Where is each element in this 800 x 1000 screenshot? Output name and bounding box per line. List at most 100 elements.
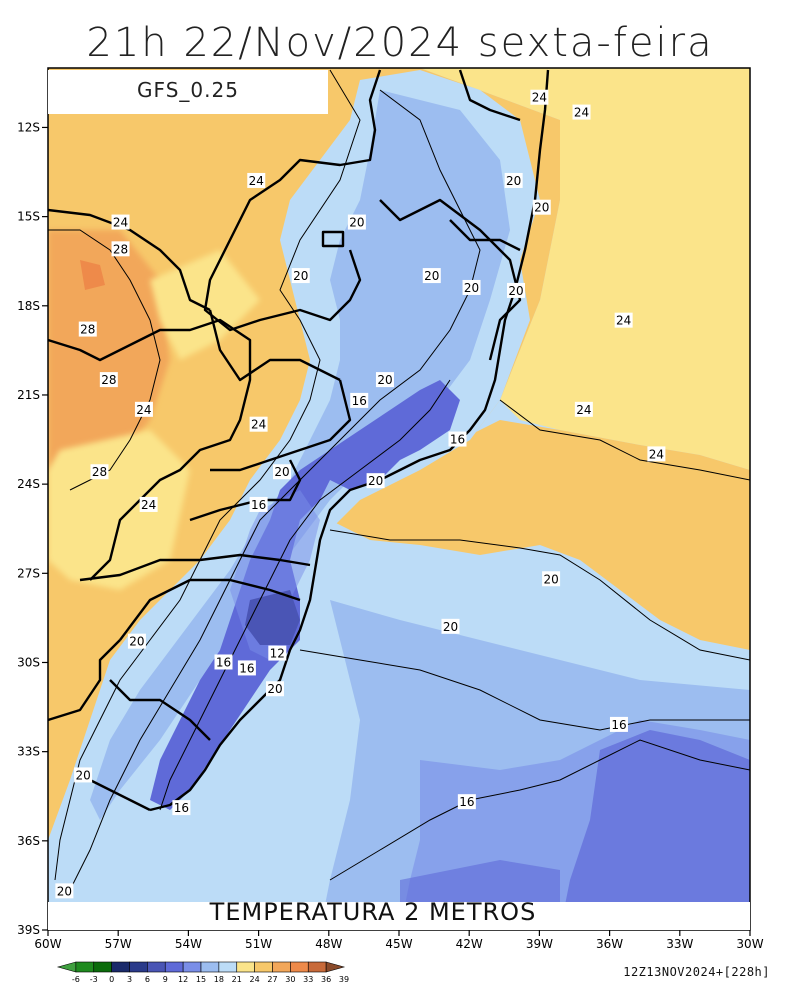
contour-label-bg [457, 794, 476, 810]
run-info-label: 12Z13NOV2024+[228h] [623, 965, 770, 979]
colorbar-swatch [147, 961, 166, 973]
colorbar-swatch [218, 961, 238, 973]
contour-label-bg [448, 431, 467, 447]
contour-label-bg [172, 800, 191, 816]
state-border-sp [210, 379, 352, 472]
contour-label-bg [647, 446, 666, 462]
contour-label-bg [347, 214, 366, 230]
ocean-isotherm-24 [499, 399, 750, 481]
colorbar-label: 24 [250, 975, 260, 984]
lon-tick-label: 51W [245, 937, 272, 951]
contour-label-bg [614, 312, 633, 328]
ocean-isotherm-20-south [299, 649, 750, 731]
contour-label-bg [249, 496, 268, 512]
political-borders [48, 69, 550, 812]
colorbar-label: -6 [72, 975, 80, 984]
colorbar-label: -3 [90, 975, 98, 984]
lon-tick-label: 33W [666, 937, 693, 951]
contour-label-bg [507, 282, 525, 298]
model-label: GFS_0.25 [137, 78, 239, 102]
contour-label-bg [422, 268, 441, 284]
state-border-ba [458, 69, 521, 122]
contour-label-bg [375, 372, 394, 388]
contour-label-bg [462, 279, 481, 295]
contour-labels: 24 24 24 20 20 24 20 28 20 20 20 20 24 28 20 28 16 24 24 24… [55, 89, 666, 899]
lon-tick-label: 42W [456, 937, 483, 951]
lon-tick-label: 39W [526, 937, 553, 951]
contour-label-bg [249, 416, 268, 432]
state-border-ms [48, 318, 252, 581]
colorbar-swatch [56, 961, 77, 973]
contour-label-bg [291, 268, 310, 284]
colorbar-label: 36 [321, 975, 331, 984]
colorbar-label: 27 [267, 975, 277, 984]
isotherm-20 [69, 89, 481, 891]
colorbar-swatch [182, 961, 202, 973]
contour-label: 24 [576, 403, 591, 417]
colorbar-label: 21 [232, 975, 242, 984]
contour-label: 24 [141, 498, 156, 512]
ocean-orange-band [330, 420, 750, 650]
contour-label: 24 [574, 106, 589, 120]
colorbar-swatch [200, 961, 220, 973]
contour-label: 20 [506, 174, 521, 188]
colorbar-swatch [254, 961, 273, 973]
colorbar-swatch [164, 961, 184, 973]
federal-district [321, 230, 345, 248]
contour-label-bg [99, 372, 118, 388]
contour-label: 24 [532, 91, 547, 105]
contour-label-bg [214, 654, 233, 670]
ocean-coldest-zone [560, 730, 750, 930]
contour-label: 16 [174, 801, 189, 815]
coldest-patch [245, 590, 300, 645]
latitude-axis: 12S 15S 18S 21S 24S 27S 30S 33S 36S 39S [17, 120, 48, 937]
contour-label: 24 [251, 418, 266, 432]
contour-label-bg [504, 172, 523, 188]
contour-label: 16 [216, 655, 231, 669]
lat-tick-label: 39S [17, 923, 40, 937]
colorbar-swatch [307, 961, 327, 973]
contour-label-bg [268, 645, 287, 661]
lat-tick-label: 12S [17, 120, 40, 134]
contour-label: 20 [377, 373, 392, 387]
contour-label-bg [574, 401, 593, 417]
colorbar-label: 0 [109, 975, 114, 984]
variable-box [48, 902, 750, 930]
cold-corridor [150, 380, 460, 810]
contour-label: 24 [113, 216, 128, 230]
contour-label-bg [237, 660, 256, 676]
contour-label-bg [532, 199, 551, 215]
contour-label-bg [139, 496, 158, 512]
state-border-goias [203, 69, 382, 332]
contour-label: 24 [249, 174, 264, 188]
colorbar-swatch [129, 961, 148, 973]
colorbar-label: 33 [303, 975, 313, 984]
contour-label-bg [273, 464, 291, 480]
border-argentina [48, 639, 121, 722]
isotherm-lines [48, 69, 750, 891]
contour-label: 12 [270, 647, 285, 661]
colorbar-swatch [272, 961, 291, 973]
interior-yellow-patch [48, 430, 190, 590]
variable-label: TEMPERATURA 2 METROS [209, 898, 537, 926]
state-border-pr [189, 459, 302, 522]
contour-label: 20 [57, 884, 72, 898]
colorbar-swatch [75, 961, 95, 973]
contour-label-bg [265, 681, 284, 697]
contour-label: 20 [424, 269, 439, 283]
contour-label: 20 [75, 768, 90, 782]
contour-label-bg [74, 767, 93, 783]
lat-tick-label: 30S [17, 655, 40, 669]
colorbar-swatch [325, 961, 346, 973]
contour-label: 20 [543, 572, 558, 586]
contour-label-bg [350, 392, 369, 408]
contour-label-bg [572, 104, 591, 120]
colorbar-label: 3 [127, 975, 132, 984]
contour-label-bg [111, 214, 130, 230]
contour-label: 20 [464, 281, 479, 295]
contour-label-bg [134, 401, 153, 417]
contour-label-bg [609, 716, 628, 732]
model-box [48, 70, 328, 114]
contour-label-bg [441, 618, 460, 634]
